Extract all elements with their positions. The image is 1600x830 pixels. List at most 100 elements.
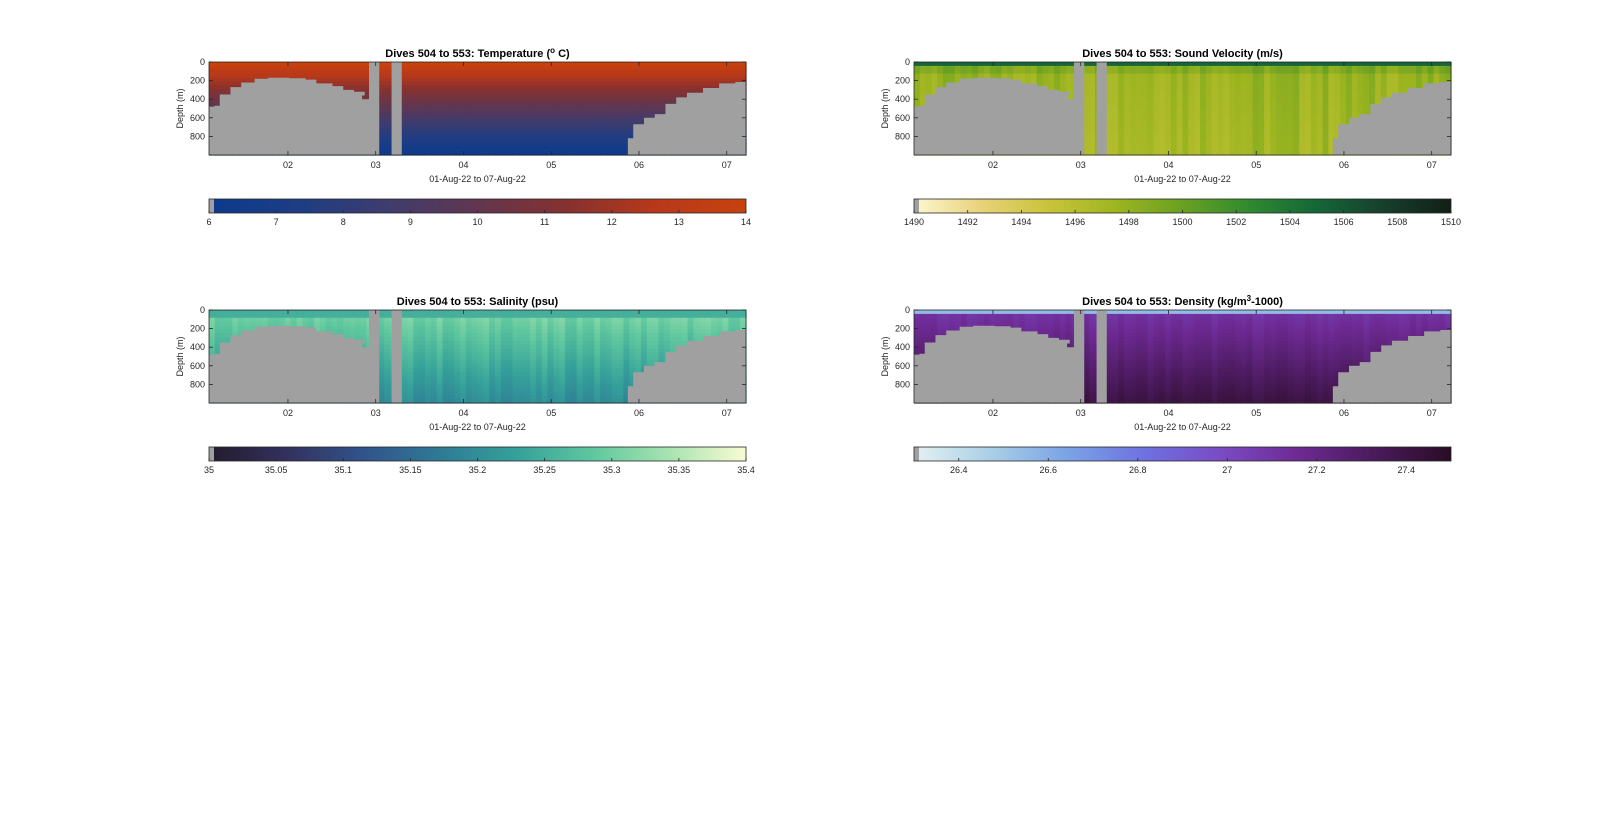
heatmap-cell	[1270, 139, 1277, 144]
heatmap-cell	[407, 108, 414, 113]
heatmap-cell	[284, 321, 292, 327]
heatmap-cell	[1217, 104, 1224, 110]
heatmap-cell	[512, 151, 519, 156]
heatmap-cell	[1345, 108, 1353, 113]
heatmap-cell	[1363, 93, 1370, 98]
y-tick-label: 200	[190, 76, 205, 86]
heatmap-cell	[1223, 96, 1230, 102]
heatmap-cell	[553, 124, 560, 129]
heatmap-cell	[1129, 151, 1137, 156]
heatmap-cell	[1188, 143, 1195, 148]
heatmap-cell	[1083, 124, 1090, 129]
heatmap-cell	[1200, 104, 1207, 110]
heatmap-cell	[384, 120, 391, 125]
heatmap-cell	[296, 310, 303, 315]
heatmap-cell	[565, 65, 572, 71]
heatmap-cell	[1118, 139, 1125, 144]
heatmap-cell	[442, 93, 449, 98]
heatmap-cell	[1176, 93, 1184, 98]
heatmap-cell	[925, 62, 933, 67]
heatmap-cell	[722, 65, 730, 71]
heatmap-cell	[506, 131, 514, 137]
heatmap-cell	[1089, 69, 1096, 75]
heatmap-cell	[1270, 143, 1277, 148]
heatmap-cell	[1205, 104, 1213, 110]
heatmap-cell	[465, 85, 473, 90]
heatmap-cell	[1223, 69, 1230, 75]
heatmap-cell	[547, 108, 554, 113]
heatmap-cell	[1404, 69, 1411, 75]
heatmap-cell	[1164, 120, 1172, 125]
heatmap-cell	[1083, 69, 1090, 75]
heatmap-cell	[343, 65, 350, 71]
heatmap-cell	[1386, 81, 1394, 86]
heatmap-cell	[1270, 147, 1277, 152]
heatmap-cell	[582, 81, 590, 86]
heatmap-cell	[419, 143, 426, 148]
heatmap-cell	[413, 139, 420, 144]
heatmap-cell	[617, 124, 625, 129]
heatmap-cell	[1089, 151, 1096, 156]
heatmap-cell	[734, 73, 741, 79]
heatmap-cell	[512, 112, 519, 117]
heatmap-cell	[1328, 143, 1335, 148]
heatmap-cell	[1293, 135, 1300, 141]
heatmap-cell	[1281, 81, 1289, 86]
heatmap-cell	[1305, 100, 1312, 106]
heatmap-cell	[1445, 69, 1452, 75]
heatmap-cell	[652, 93, 660, 98]
heatmap-cell	[559, 81, 566, 86]
heatmap-cell	[960, 69, 968, 75]
heatmap-cell	[430, 69, 438, 75]
heatmap-cell	[442, 147, 449, 152]
heatmap-cell	[1089, 89, 1096, 94]
heatmap-cell	[1299, 89, 1306, 94]
heatmap-cell	[436, 108, 444, 113]
heatmap-cell	[1246, 100, 1254, 106]
heatmap-cell	[1153, 100, 1160, 106]
heatmap-cell	[1369, 89, 1376, 94]
heatmap-cell	[226, 85, 233, 90]
heatmap-cell	[1089, 116, 1096, 121]
heatmap-cell	[570, 112, 578, 117]
heatmap-cell	[1118, 108, 1125, 113]
heatmap-cell	[1048, 65, 1055, 71]
heatmap-cell	[1135, 139, 1143, 144]
heatmap-cell	[1205, 85, 1213, 90]
heatmap-cell	[559, 73, 566, 79]
heatmap-cell	[1240, 120, 1248, 125]
heatmap-cell	[500, 62, 508, 67]
heatmap-cell	[1194, 62, 1201, 67]
heatmap-cell	[1170, 135, 1178, 141]
heatmap-cell	[471, 77, 479, 82]
heatmap-cell	[1345, 62, 1353, 67]
heatmap-cell	[465, 151, 473, 156]
heatmap-cell	[1392, 77, 1400, 82]
heatmap-cell	[430, 131, 438, 137]
heatmap-cell	[459, 81, 467, 86]
heatmap-cell	[518, 124, 525, 129]
heatmap-cell	[1281, 108, 1289, 113]
heatmap-cell	[1310, 131, 1318, 137]
heatmap-cell	[413, 69, 420, 75]
heatmap-cell	[553, 116, 560, 121]
heatmap-cell	[1322, 77, 1330, 82]
heatmap-cell	[273, 317, 280, 323]
heatmap-cell	[1223, 108, 1230, 113]
heatmap-cell	[640, 100, 648, 106]
heatmap-cell	[535, 151, 543, 156]
heatmap-cell	[635, 100, 642, 106]
heatmap-cell	[1275, 73, 1283, 79]
heatmap-cell	[1217, 127, 1224, 133]
heatmap-cell	[1141, 139, 1149, 144]
heatmap-cell	[1275, 89, 1283, 94]
heatmap-cell	[640, 96, 648, 102]
heatmap-cell	[1229, 147, 1236, 152]
heatmap-cell	[465, 69, 473, 75]
heatmap-cell	[1048, 85, 1055, 90]
heatmap-cell	[1275, 104, 1283, 110]
heatmap-cell	[1316, 89, 1324, 94]
heatmap-cell	[471, 120, 479, 125]
heatmap-cell	[1170, 73, 1178, 79]
heatmap-cell	[244, 77, 251, 82]
